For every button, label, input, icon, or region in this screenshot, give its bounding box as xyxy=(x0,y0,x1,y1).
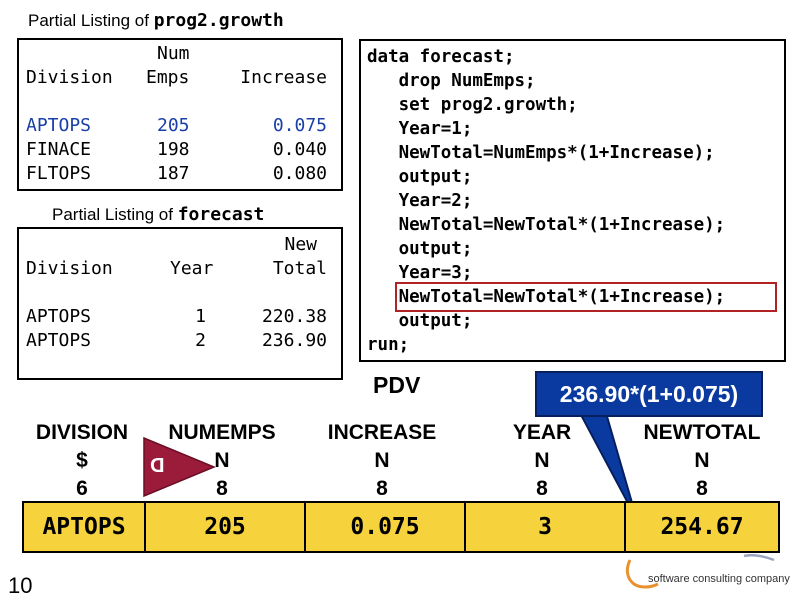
table-row: APTOPS 205 0.075 xyxy=(19,114,341,138)
code-line: output; xyxy=(367,239,473,259)
listing1-table: Num Division Emps Increase APTOPS 205 0.… xyxy=(17,38,343,191)
listing2-caption-name: forecast xyxy=(177,204,265,225)
listing2-header-row1: New xyxy=(19,233,341,257)
listing2-header-row2: Division Year Total xyxy=(19,257,341,281)
pdv-col-type: $ xyxy=(76,449,88,472)
pdv-value-division: APTOPS xyxy=(42,514,126,540)
company-logo xyxy=(625,554,775,589)
division-cell: FINACE xyxy=(26,139,92,160)
table-row: FLTOPS 187 0.080 xyxy=(19,162,341,186)
pdv-col-name: NUMEMPS xyxy=(168,421,276,444)
pdv-col-length: 8 xyxy=(536,477,548,500)
code-line: NewTotal=NumEmps*(1+Increase); xyxy=(367,143,715,163)
listing2-caption: Partial Listing of forecast xyxy=(52,204,264,225)
code-line: output; xyxy=(367,167,473,187)
listing1-header-division: Division xyxy=(26,67,113,88)
pdv-values-row: APTOPS 205 0.075 3 254.67 xyxy=(22,501,780,553)
pdv-value-numemps: 205 xyxy=(144,503,304,551)
pdv-header-year: YEAR N 8 xyxy=(462,419,622,503)
code-line: output; xyxy=(367,311,473,331)
listing1-caption-name: prog2.growth xyxy=(153,10,284,31)
pdv-header-numemps: NUMEMPS N 8 xyxy=(142,419,302,503)
pdv-header-increase: INCREASE N 8 xyxy=(302,419,462,503)
pdv-col-name: INCREASE xyxy=(327,421,437,444)
code-line: Year=2; xyxy=(367,191,473,211)
code-panel: data forecast; drop NumEmps; set prog2.g… xyxy=(359,39,786,362)
division-cell: APTOPS xyxy=(26,115,92,136)
pdv-col-length: 8 xyxy=(696,477,708,500)
drop-marker-label: D xyxy=(150,455,165,477)
pdv-value-year: 3 xyxy=(464,503,624,551)
listing1-caption: Partial Listing of prog2.growth xyxy=(28,10,284,31)
callout-text: 236.90*(1+0.075) xyxy=(559,380,739,407)
code-highlight-box xyxy=(395,282,777,312)
year-cell: 2 xyxy=(195,330,206,351)
pdv-col-name: YEAR xyxy=(512,421,572,444)
code-line: run; xyxy=(367,335,410,355)
increase-cell: 0.075 xyxy=(272,115,327,136)
code-line: data forecast; xyxy=(367,47,515,67)
pdv-value-newtotal: 254.67 xyxy=(624,503,778,551)
listing2-header-division: Division xyxy=(26,258,113,279)
listing2-header-new: New xyxy=(284,234,317,255)
table-row: APTOPS 2 236.90 xyxy=(19,329,341,353)
code-line: Year=1; xyxy=(367,119,473,139)
callout-box: 236.90*(1+0.075) xyxy=(535,371,763,417)
listing2-table: New Division Year Total APTOPS 1 220.38 … xyxy=(17,227,343,380)
drop-marker-icon xyxy=(143,436,216,498)
pdv-col-length: 8 xyxy=(216,477,228,500)
pdv-label: PDV xyxy=(373,372,421,398)
listing1-header-row1: Num xyxy=(19,42,341,66)
code-line: drop NumEmps; xyxy=(367,71,536,91)
listing1-header-row2: Division Emps Increase xyxy=(19,66,341,90)
table-row: APTOPS 1 220.38 xyxy=(19,305,341,329)
pdv-col-name: DIVISION xyxy=(35,421,129,444)
division-cell: APTOPS xyxy=(26,330,92,351)
division-cell: APTOPS xyxy=(26,306,92,327)
year-cell: 1 xyxy=(195,306,206,327)
pdv-col-length: 8 xyxy=(376,477,388,500)
division-cell: FLTOPS xyxy=(26,163,92,184)
pdv-col-name: NEWTOTAL xyxy=(643,421,761,444)
code-line: NewTotal=NewTotal*(1+Increase); xyxy=(367,215,726,235)
pdv-col-length: 6 xyxy=(76,477,88,500)
increase-cell: 0.080 xyxy=(272,163,327,184)
newtotal-cell: 236.90 xyxy=(261,330,327,351)
pdv-col-type: N xyxy=(694,449,710,472)
slide-number: 10 xyxy=(8,573,33,598)
pdv-col-type: N xyxy=(214,449,230,472)
listing2-header-total: Total xyxy=(272,258,327,279)
numemps-cell: 198 xyxy=(157,139,190,160)
increase-cell: 0.040 xyxy=(272,139,327,160)
newtotal-cell: 220.38 xyxy=(261,306,327,327)
table-row: FINACE 198 0.040 xyxy=(19,138,341,162)
pdv-header-newtotal: NEWTOTAL N 8 xyxy=(622,419,782,503)
logo-swoosh xyxy=(625,559,659,589)
code-line-highlighted: NewTotal=NewTotal*(1+Increase); xyxy=(367,287,726,307)
pdv-value-increase: 0.075 xyxy=(304,503,464,551)
listing1-header-num: Num xyxy=(157,43,190,64)
logo-tagline: software consulting company xyxy=(648,573,790,585)
listing1-caption-prefix: Partial Listing of xyxy=(28,11,154,30)
listing2-caption-prefix: Partial Listing of xyxy=(52,205,178,224)
code-line: set prog2.growth; xyxy=(367,95,578,115)
pdv-col-type: N xyxy=(534,449,550,472)
numemps-cell: 205 xyxy=(157,115,190,136)
pdv-header-division: DIVISION $ 6 xyxy=(22,419,142,503)
pdv-col-type: N xyxy=(374,449,390,472)
listing1-header-increase: Increase xyxy=(240,67,327,88)
listing1-header-emps: Emps xyxy=(146,67,190,88)
code-line: Year=3; xyxy=(367,263,473,283)
logo-mark xyxy=(743,554,775,562)
numemps-cell: 187 xyxy=(157,163,190,184)
listing2-header-year: Year xyxy=(170,258,214,279)
